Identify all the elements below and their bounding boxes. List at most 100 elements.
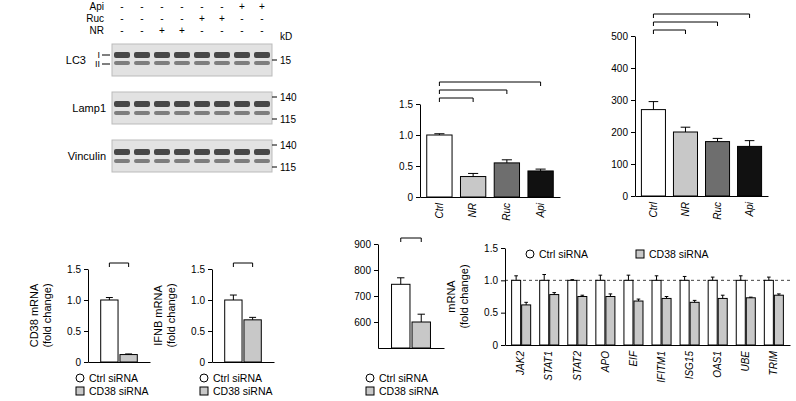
x-axis-line: [421, 197, 561, 198]
legend-marker: [366, 387, 374, 395]
blot-band: [234, 149, 250, 155]
y-tick: 300: [611, 95, 635, 106]
blot-band: [114, 52, 130, 58]
treatment-sign: -: [160, 13, 163, 24]
legend-label: Ctrl siRNA: [379, 372, 428, 384]
blot-band: [134, 111, 150, 115]
bar: [718, 298, 727, 345]
plot-area: [641, 102, 761, 196]
y-tick-label: 600: [354, 317, 371, 328]
y-axis-title: (fold change): [458, 264, 470, 328]
x-axis: [213, 362, 275, 363]
bar: [746, 298, 755, 345]
treatment-sign: +: [179, 25, 185, 36]
error-cap: [570, 279, 574, 280]
error-cap: [609, 293, 613, 294]
treatment-sign: -: [260, 13, 263, 24]
y-tick: 200: [611, 127, 635, 138]
y-tick: 1.5: [484, 243, 505, 254]
x-tick: STAT1: [543, 351, 554, 381]
plot-area: [392, 278, 431, 348]
y-tick-label: 0: [407, 192, 413, 203]
y-axis: 00.51.01.5: [191, 264, 212, 368]
x-tick-label: ISG15: [684, 351, 695, 380]
error-cap: [599, 275, 603, 276]
treatment-sign: +: [219, 13, 225, 24]
y-tick-label: 500: [611, 31, 628, 42]
y-tick: 1.5: [191, 264, 212, 275]
legend: Ctrl siRNACD38 siRNA: [200, 372, 273, 397]
x-tick: Ruc: [712, 202, 723, 220]
y-tick: 900: [354, 239, 378, 250]
blot-band: [134, 52, 150, 58]
band-arrow: [102, 55, 110, 56]
bar: [225, 300, 242, 362]
x-tick-label: Ruc: [712, 202, 723, 220]
x-tick: JAK2: [515, 351, 526, 376]
blot-band: [214, 61, 230, 65]
error-bar: [544, 275, 545, 281]
x-tick-label: Api: [744, 201, 755, 217]
blot-band: [174, 111, 190, 115]
y-axis-title: (fold change): [41, 283, 53, 347]
bar: [528, 171, 553, 197]
blot-band: [234, 61, 250, 65]
y-tick-label: 1.0: [399, 130, 413, 141]
blot-band: [214, 101, 230, 107]
blot-band: [254, 149, 270, 155]
error-cap: [749, 297, 753, 298]
y-tick-mark: [374, 322, 378, 323]
bar: [101, 300, 118, 362]
error-cap: [745, 140, 755, 141]
significance-bracket: [439, 98, 473, 102]
y-tick: 400: [611, 63, 635, 74]
y-tick: 100: [611, 159, 635, 170]
y-axis-line: [88, 270, 89, 363]
error-cap: [739, 275, 743, 276]
bar: [680, 280, 689, 345]
y-tick: 0.5: [484, 307, 505, 318]
error-cap: [434, 133, 444, 134]
x-axis: [89, 362, 151, 363]
x-tick: NR: [680, 202, 691, 216]
significance-bracket: [401, 238, 421, 242]
error-cap: [777, 293, 781, 294]
y-tick-mark: [416, 104, 420, 105]
kd-value: 115: [280, 114, 296, 125]
error-cap: [125, 353, 132, 354]
error-cap: [637, 299, 641, 300]
y-tick-mark: [208, 300, 212, 301]
kd-tick: [272, 97, 277, 98]
error-cap: [468, 173, 478, 174]
x-tick-label: UBE: [740, 351, 751, 372]
x-tick-label: STAT2: [572, 351, 583, 381]
legend-marker: [76, 374, 84, 382]
kd-tick: [272, 145, 277, 146]
significance-bracket: [653, 30, 685, 34]
plot-area: [101, 298, 138, 362]
kd-value: 140: [280, 140, 297, 151]
x-axis: [379, 348, 445, 349]
y-tick: 800: [354, 265, 378, 276]
error-bar: [684, 276, 685, 280]
y-axis: 00.51.01.5: [399, 99, 420, 203]
blot-band: [174, 52, 190, 58]
kd-value: 140: [280, 92, 297, 103]
y-tick-mark: [631, 36, 635, 37]
y-tick-mark: [84, 300, 88, 301]
blot-band: [134, 159, 150, 163]
x-tick: Api: [744, 201, 755, 217]
y-tick-label: 400: [611, 63, 628, 74]
bar: [641, 110, 665, 196]
treatment-sign: +: [199, 13, 205, 24]
bar: [662, 298, 671, 345]
blot-band: [154, 61, 170, 65]
blot-band: [154, 111, 170, 115]
error-cap: [581, 295, 585, 296]
blot-band: [194, 52, 210, 58]
x-tick: IFITM1: [656, 351, 667, 383]
y-tick: 1.0: [67, 295, 88, 306]
legend-label: CD38 siRNA: [89, 385, 149, 397]
legend: Ctrl siRNACD38 siRNA: [366, 372, 439, 397]
chart: 00.51.01.5CtrlNRRucApi: [399, 82, 560, 221]
